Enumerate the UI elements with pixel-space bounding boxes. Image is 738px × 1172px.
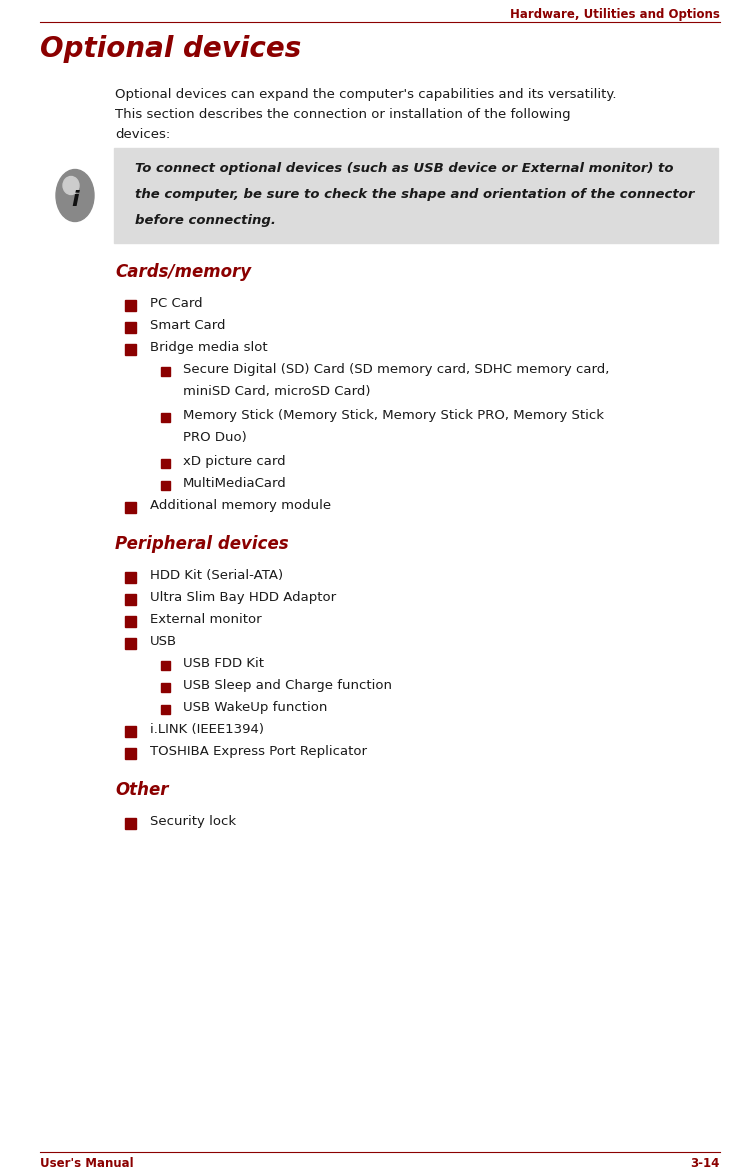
- Bar: [160, 367, 170, 375]
- Text: i.LINK (IEEE1394): i.LINK (IEEE1394): [150, 723, 264, 736]
- Bar: [125, 748, 136, 758]
- Bar: [160, 413, 170, 422]
- Text: xD picture card: xD picture card: [183, 455, 286, 468]
- Text: PC Card: PC Card: [150, 297, 203, 311]
- Text: Cards/memory: Cards/memory: [115, 263, 251, 281]
- Text: devices:: devices:: [115, 128, 170, 141]
- Bar: [160, 481, 170, 490]
- Text: Bridge media slot: Bridge media slot: [150, 341, 268, 354]
- Bar: [160, 661, 170, 669]
- Bar: [125, 593, 136, 605]
- Bar: [125, 343, 136, 354]
- Text: User's Manual: User's Manual: [40, 1157, 134, 1170]
- Text: HDD Kit (Serial-ATA): HDD Kit (Serial-ATA): [150, 568, 283, 582]
- Bar: [125, 502, 136, 512]
- Text: i: i: [71, 191, 79, 211]
- Text: This section describes the connection or installation of the following: This section describes the connection or…: [115, 108, 570, 121]
- Text: External monitor: External monitor: [150, 613, 262, 626]
- Text: the computer, be sure to check the shape and orientation of the connector: the computer, be sure to check the shape…: [135, 188, 694, 202]
- Text: Security lock: Security lock: [150, 815, 236, 827]
- Text: USB: USB: [150, 635, 177, 648]
- Bar: [125, 725, 136, 736]
- Text: To connect optional devices (such as USB device or External monitor) to: To connect optional devices (such as USB…: [135, 162, 674, 175]
- Bar: [125, 321, 136, 333]
- Ellipse shape: [56, 170, 94, 222]
- Text: before connecting.: before connecting.: [135, 214, 276, 227]
- Text: Peripheral devices: Peripheral devices: [115, 534, 289, 553]
- Text: Smart Card: Smart Card: [150, 319, 226, 332]
- Text: miniSD Card, microSD Card): miniSD Card, microSD Card): [183, 384, 370, 398]
- Bar: [125, 818, 136, 829]
- Text: Secure Digital (SD) Card (SD memory card, SDHC memory card,: Secure Digital (SD) Card (SD memory card…: [183, 363, 610, 376]
- Bar: [114, 148, 718, 243]
- Text: USB Sleep and Charge function: USB Sleep and Charge function: [183, 679, 392, 691]
- Text: Hardware, Utilities and Options: Hardware, Utilities and Options: [510, 8, 720, 21]
- Text: 3-14: 3-14: [691, 1157, 720, 1170]
- Bar: [125, 638, 136, 648]
- Text: TOSHIBA Express Port Replicator: TOSHIBA Express Port Replicator: [150, 745, 367, 758]
- Text: Memory Stick (Memory Stick, Memory Stick PRO, Memory Stick: Memory Stick (Memory Stick, Memory Stick…: [183, 409, 604, 422]
- Text: PRO Duo): PRO Duo): [183, 431, 246, 444]
- Text: MultiMediaCard: MultiMediaCard: [183, 477, 287, 490]
- Bar: [160, 682, 170, 691]
- Text: Ultra Slim Bay HDD Adaptor: Ultra Slim Bay HDD Adaptor: [150, 591, 336, 604]
- Bar: [125, 300, 136, 311]
- Ellipse shape: [63, 177, 79, 195]
- Text: Additional memory module: Additional memory module: [150, 499, 331, 512]
- Text: USB FDD Kit: USB FDD Kit: [183, 657, 264, 670]
- Bar: [125, 615, 136, 627]
- Text: Other: Other: [115, 781, 168, 799]
- Text: USB WakeUp function: USB WakeUp function: [183, 701, 328, 714]
- Bar: [160, 704, 170, 714]
- Bar: [125, 572, 136, 582]
- Bar: [160, 458, 170, 468]
- Text: Optional devices can expand the computer's capabilities and its versatility.: Optional devices can expand the computer…: [115, 88, 616, 101]
- Text: Optional devices: Optional devices: [40, 35, 301, 63]
